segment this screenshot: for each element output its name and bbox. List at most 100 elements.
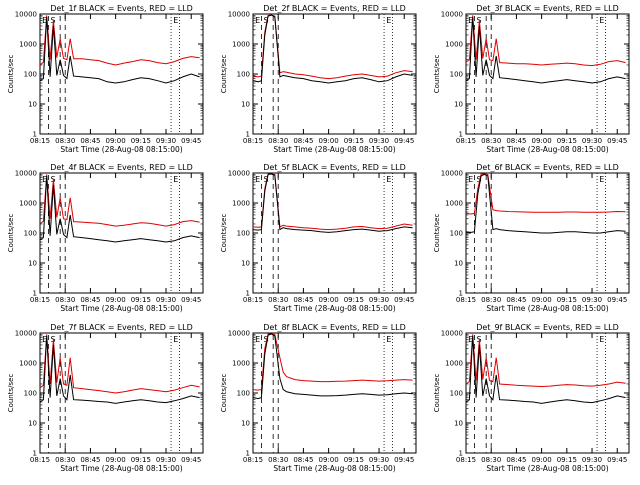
y-tick-label: 1000 bbox=[232, 41, 250, 49]
x-axis-label: Start Time (28-Aug-08 08:15:00) bbox=[273, 145, 395, 154]
x-tick-label: 08:30 bbox=[481, 456, 501, 464]
event-marker-label: E bbox=[386, 335, 391, 344]
x-tick-label: 09:30 bbox=[156, 456, 176, 464]
panel-det-4: Det_4f BLACK = Events, RED = LLD 1 10 100 10… bbox=[7, 163, 204, 313]
x-axis-label: Start Time (28-Aug-08 08:15:00) bbox=[486, 145, 608, 154]
event-marker-label: S bbox=[264, 335, 269, 344]
y-tick-label: 10000 bbox=[15, 330, 37, 338]
x-tick-label: 09:15 bbox=[557, 137, 577, 145]
event-marker-label: S bbox=[51, 175, 56, 184]
events-series-line bbox=[39, 175, 200, 243]
x-tick-label: 08:15 bbox=[243, 296, 263, 304]
y-tick-label: 10000 bbox=[441, 11, 463, 19]
y-tick-label: 100 bbox=[237, 230, 250, 238]
panel-title: Det_9f BLACK = Events, RED = LLD bbox=[476, 323, 619, 332]
x-tick-label: 09:15 bbox=[344, 456, 364, 464]
panel-title: Det_2f BLACK = Events, RED = LLD bbox=[263, 4, 406, 13]
x-axis-label: Start Time (28-Aug-08 08:15:00) bbox=[273, 464, 395, 473]
x-tick-label: 09:00 bbox=[532, 137, 552, 145]
x-tick-label: 09:15 bbox=[344, 296, 364, 304]
panel-title: Det_6f BLACK = Events, RED = LLD bbox=[476, 163, 619, 172]
event-marker-label: E bbox=[173, 335, 178, 344]
y-axis-label: Counts/sec bbox=[220, 55, 228, 94]
y-tick-label: 1 bbox=[246, 290, 250, 298]
event-marker-label: E bbox=[173, 16, 178, 25]
x-axis-label: Start Time (28-Aug-08 08:15:00) bbox=[60, 304, 182, 313]
event-marker-label: E bbox=[599, 335, 604, 344]
x-tick-label: 08:30 bbox=[55, 456, 75, 464]
panel-title: Det_5f BLACK = Events, RED = LLD bbox=[263, 163, 406, 172]
y-tick-label: 1000 bbox=[232, 200, 250, 208]
panel-det-3: Det_3f BLACK = Events, RED = LLD 1 10 100 10… bbox=[433, 4, 630, 154]
x-tick-label: 09:00 bbox=[106, 296, 126, 304]
y-axis-label: Counts/sec bbox=[220, 374, 228, 413]
event-marker-label: E bbox=[468, 175, 473, 184]
event-marker-label: E bbox=[42, 175, 47, 184]
x-tick-label: 08:15 bbox=[456, 456, 476, 464]
x-axis-label: Start Time (28-Aug-08 08:15:00) bbox=[273, 304, 395, 313]
y-tick-label: 10000 bbox=[441, 330, 463, 338]
y-tick-label: 100 bbox=[237, 71, 250, 79]
y-tick-label: 1000 bbox=[445, 41, 463, 49]
x-tick-label: 08:15 bbox=[30, 456, 50, 464]
panel-det-8: Det_8f BLACK = Events, RED = LLD 1 10 100 10… bbox=[220, 323, 417, 473]
x-tick-label: 08:45 bbox=[80, 296, 100, 304]
y-tick-label: 1 bbox=[246, 131, 250, 139]
y-axis-label: Counts/sec bbox=[220, 214, 228, 253]
panel-title: Det_4f BLACK = Events, RED = LLD bbox=[50, 163, 193, 172]
x-tick-label: 08:15 bbox=[243, 137, 263, 145]
x-tick-label: 08:30 bbox=[268, 296, 288, 304]
x-tick-label: 08:45 bbox=[293, 296, 313, 304]
x-tick-label: 08:15 bbox=[30, 137, 50, 145]
event-marker-label: S bbox=[477, 16, 482, 25]
x-tick-label: 09:45 bbox=[394, 296, 414, 304]
x-tick-label: 09:15 bbox=[557, 296, 577, 304]
panel-title: Det_1f BLACK = Events, RED = LLD bbox=[50, 4, 193, 13]
y-tick-label: 10 bbox=[454, 101, 463, 109]
y-tick-label: 100 bbox=[24, 390, 37, 398]
events-series-line bbox=[252, 14, 413, 84]
x-tick-label: 09:30 bbox=[156, 137, 176, 145]
events-series-line bbox=[252, 333, 413, 400]
x-tick-label: 09:15 bbox=[131, 296, 151, 304]
events-series-line bbox=[39, 16, 200, 84]
plot-frame bbox=[39, 172, 204, 294]
x-tick-label: 09:30 bbox=[582, 456, 602, 464]
events-series-line bbox=[252, 173, 413, 233]
y-tick-label: 1000 bbox=[445, 200, 463, 208]
y-axis-label: Counts/sec bbox=[7, 374, 15, 413]
x-tick-label: 09:00 bbox=[532, 296, 552, 304]
event-marker-label: E bbox=[599, 16, 604, 25]
events-series-line bbox=[465, 16, 626, 84]
y-tick-label: 1 bbox=[33, 290, 37, 298]
plot-frame bbox=[39, 332, 204, 454]
y-tick-label: 100 bbox=[24, 71, 37, 79]
y-tick-label: 100 bbox=[450, 390, 463, 398]
y-axis-label: Counts/sec bbox=[433, 55, 441, 94]
y-tick-label: 1 bbox=[459, 450, 463, 458]
panel-det-1: Det_1f BLACK = Events, RED = LLD 1 10 100 10… bbox=[7, 4, 204, 154]
x-axis-label: Start Time (28-Aug-08 08:15:00) bbox=[60, 464, 182, 473]
event-marker-label: E bbox=[468, 16, 473, 25]
y-tick-label: 10000 bbox=[228, 170, 250, 178]
y-tick-label: 10000 bbox=[15, 170, 37, 178]
event-marker-label: E bbox=[468, 335, 473, 344]
x-tick-label: 08:45 bbox=[80, 456, 100, 464]
y-axis-label: Counts/sec bbox=[7, 55, 15, 94]
x-tick-label: 09:45 bbox=[394, 137, 414, 145]
y-tick-label: 1 bbox=[459, 131, 463, 139]
y-tick-label: 1 bbox=[33, 450, 37, 458]
x-tick-label: 09:30 bbox=[156, 296, 176, 304]
panel-det-9: Det_9f BLACK = Events, RED = LLD 1 10 100 10… bbox=[433, 323, 630, 473]
x-tick-label: 09:45 bbox=[181, 137, 201, 145]
event-marker-label: E bbox=[386, 16, 391, 25]
x-tick-label: 08:30 bbox=[55, 296, 75, 304]
y-tick-label: 1000 bbox=[445, 360, 463, 368]
event-marker-label: E bbox=[42, 335, 47, 344]
x-tick-label: 08:15 bbox=[30, 296, 50, 304]
y-tick-label: 10 bbox=[241, 101, 250, 109]
x-tick-label: 08:45 bbox=[506, 137, 526, 145]
x-tick-label: 08:30 bbox=[268, 456, 288, 464]
panel-title: Det_7f BLACK = Events, RED = LLD bbox=[50, 323, 193, 332]
x-axis-label: Start Time (28-Aug-08 08:15:00) bbox=[486, 464, 608, 473]
